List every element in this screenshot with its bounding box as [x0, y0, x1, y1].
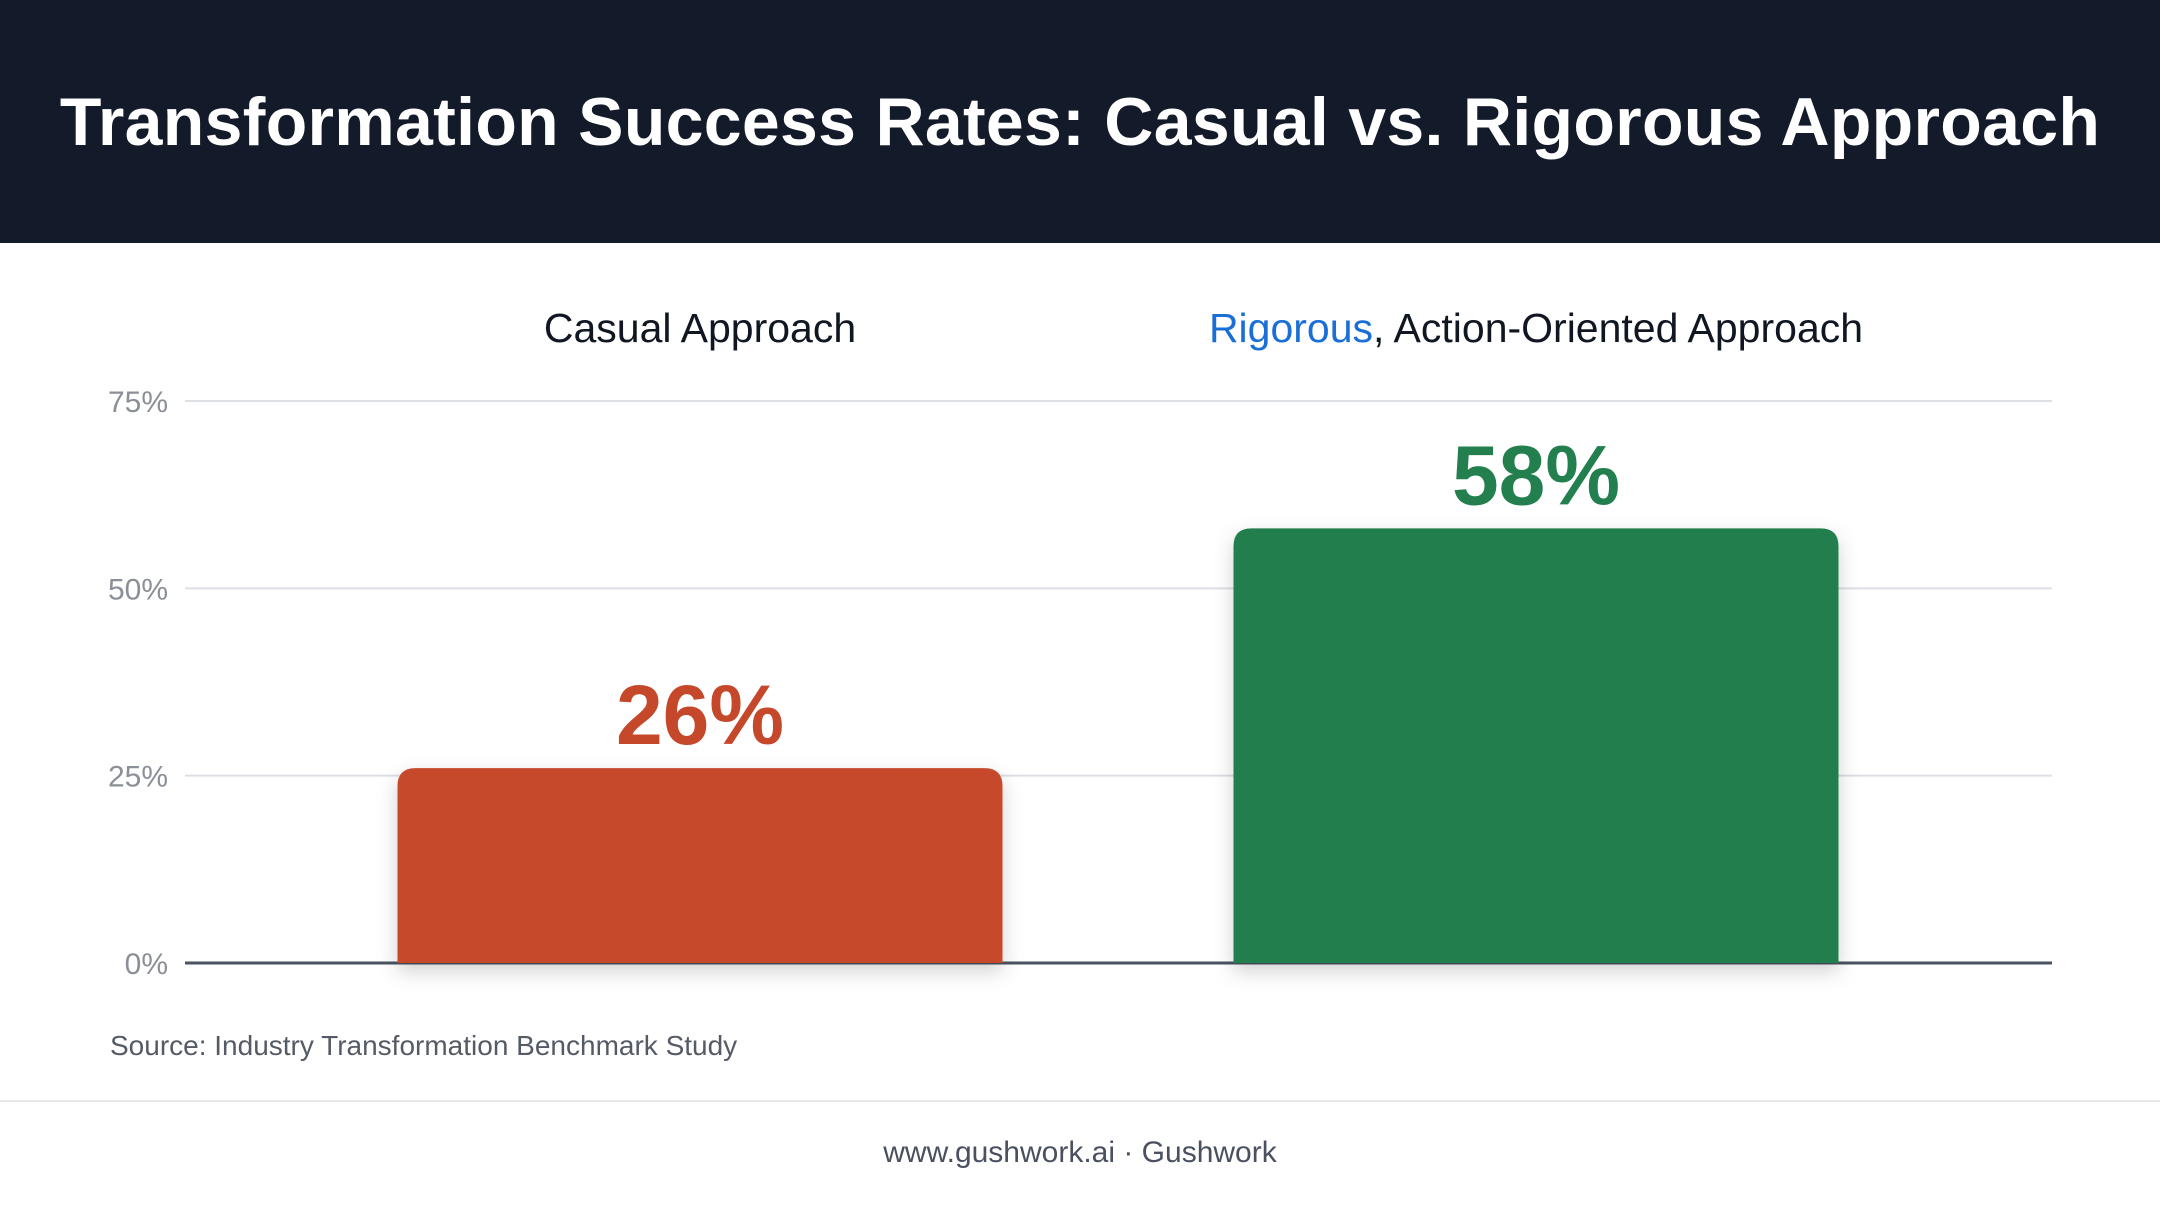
footer-text: www.gushwork.ai · Gushwork	[883, 1136, 1277, 1169]
bar-chart: 0% 25% 50% 75% Casual Approach Rigorous, Act…	[108, 305, 2052, 981]
category-label-highlight: Rigorous	[1209, 305, 1373, 351]
bar-value-label: 26%	[616, 668, 784, 762]
y-axis-ticks: 0% 25% 50% 75%	[108, 386, 168, 981]
bar	[397, 768, 1003, 963]
bar	[1233, 528, 1839, 963]
category-label: Casual Approach	[544, 305, 856, 351]
y-tick-label: 50%	[108, 573, 168, 606]
category-label: Rigorous, Action-Oriented Approach	[1209, 305, 1863, 351]
y-tick-label: 25%	[108, 761, 168, 794]
y-tick-label: 0%	[125, 948, 168, 981]
category-label-rest: , Action-Oriented Approach	[1373, 305, 1863, 351]
category-labels: Casual Approach Rigorous, Action-Oriented…	[544, 305, 1863, 351]
header-bar: Transformation Success Rates: Casual vs.…	[0, 0, 2160, 243]
bar-value-label: 58%	[1452, 428, 1620, 522]
value-labels: 26% 58%	[616, 428, 1620, 762]
footer-divider	[0, 1100, 2160, 1102]
chart-title: Transformation Success Rates: Casual vs.…	[59, 83, 2101, 160]
bars	[397, 528, 1839, 963]
source-note: Source: Industry Transformation Benchmar…	[110, 1030, 738, 1061]
y-tick-label: 75%	[108, 386, 168, 419]
